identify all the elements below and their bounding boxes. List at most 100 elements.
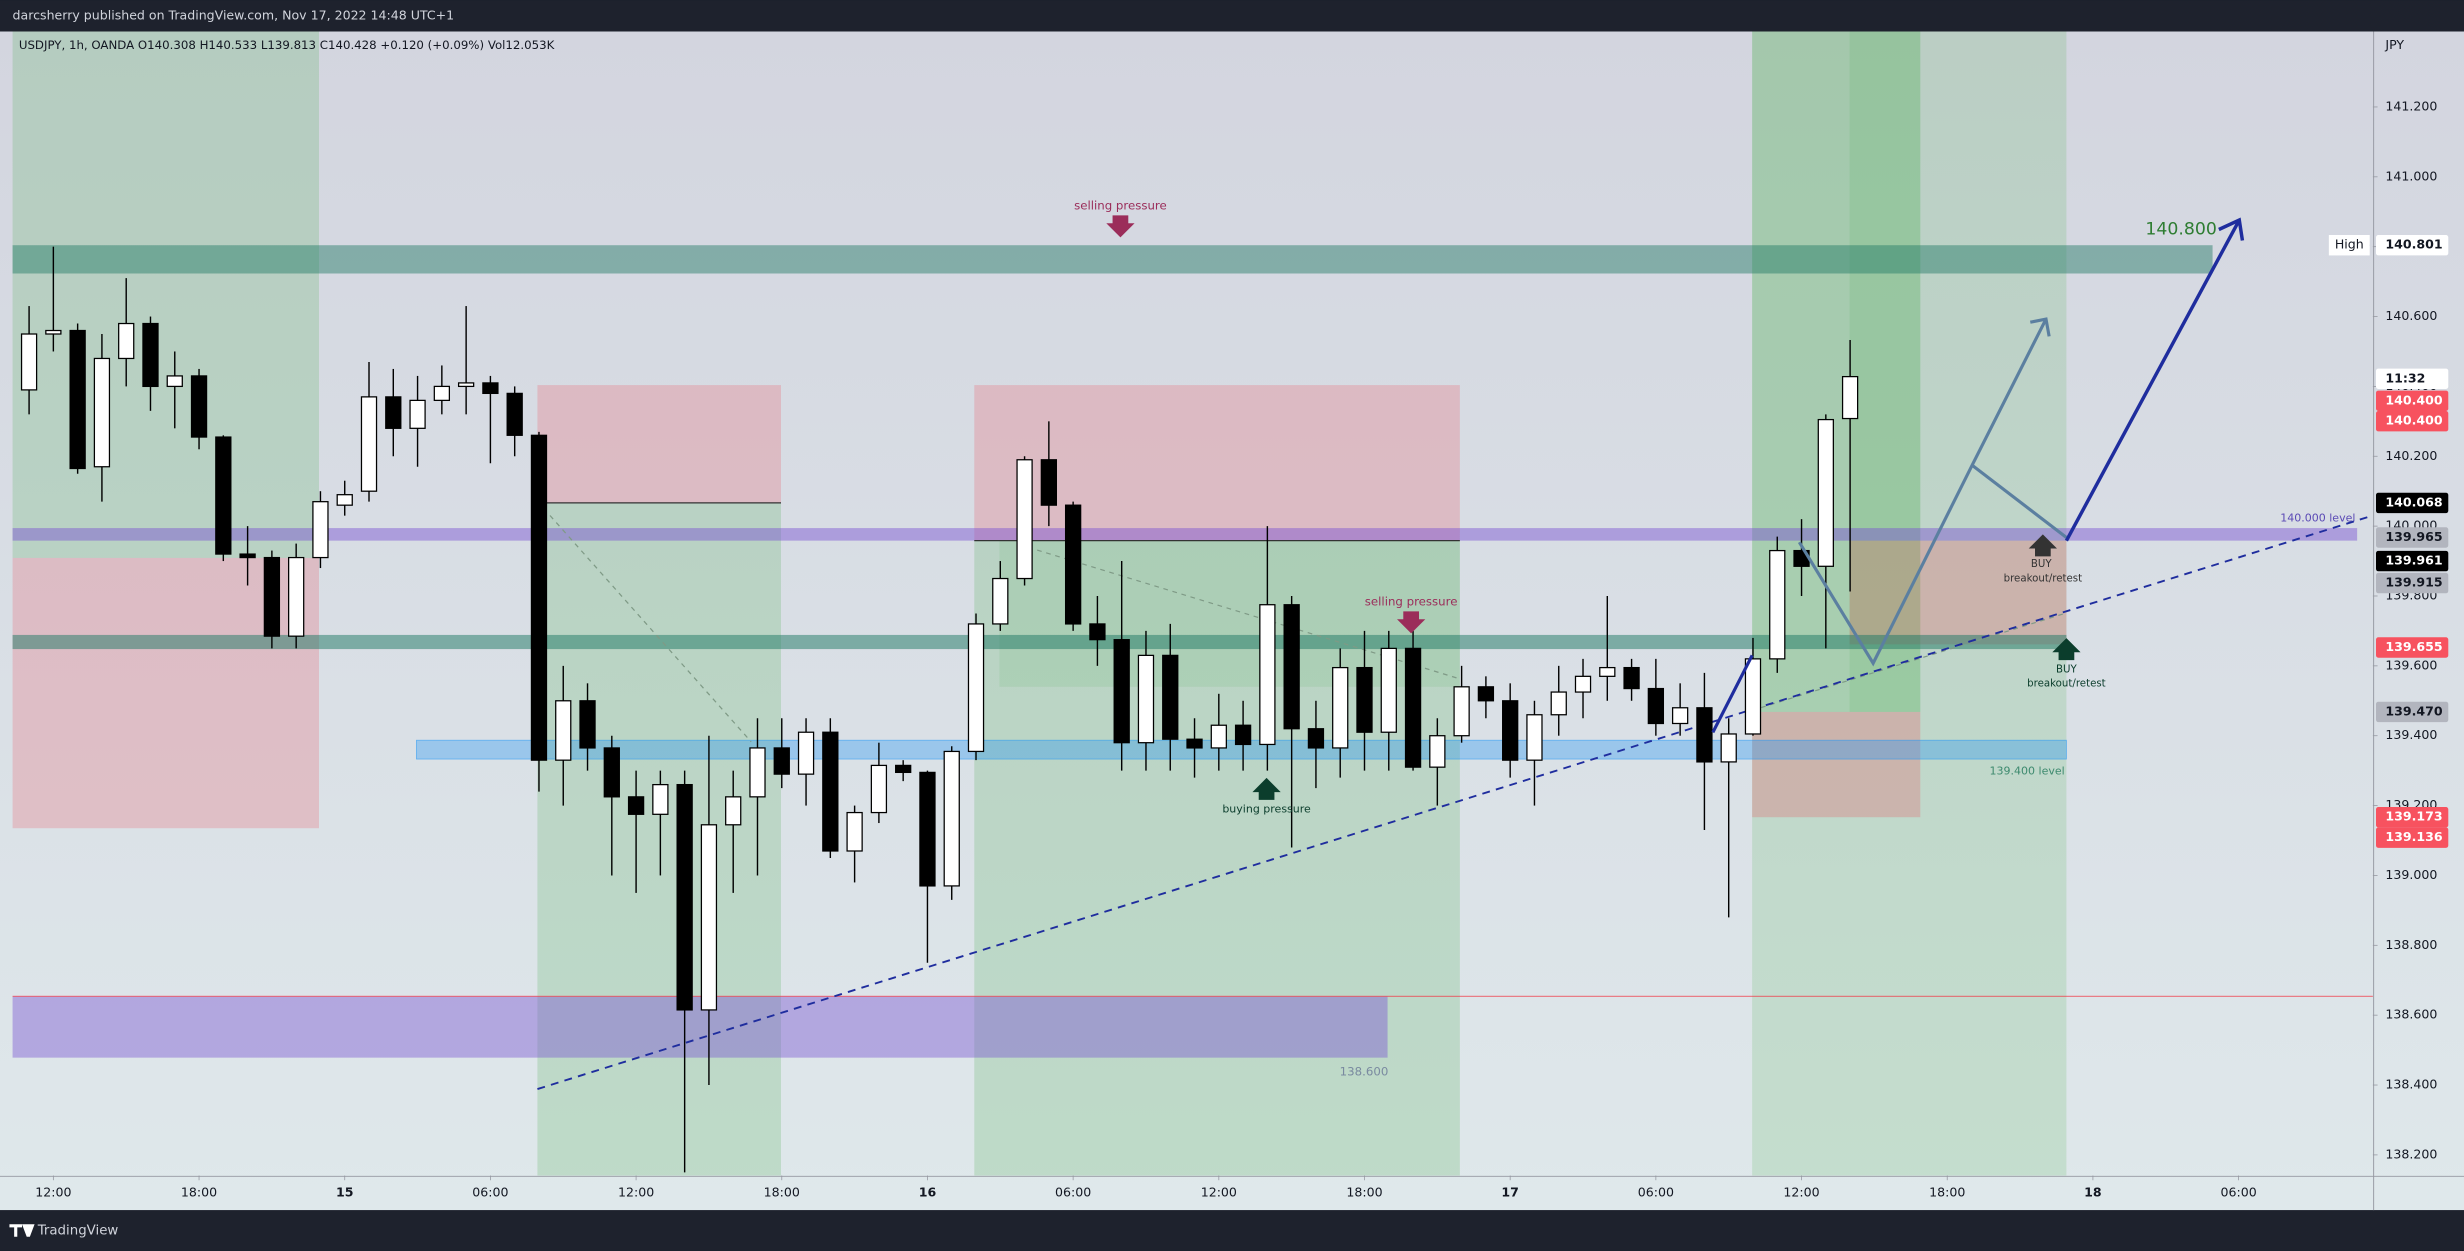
price-tag: [2376, 572, 2449, 594]
candle-body: [992, 577, 1009, 625]
candle-body: [1502, 700, 1519, 761]
price-tag-label: 139.915: [2385, 575, 2442, 590]
candle-body: [1234, 724, 1252, 746]
x-tick-label: 18:00: [1929, 1184, 1965, 1199]
x-tick-label: 06:00: [1638, 1184, 1674, 1199]
candle-body: [93, 357, 111, 468]
candle-body: [555, 700, 572, 761]
candle-body: [1404, 647, 1422, 768]
annotation: 138.600: [1340, 1064, 1389, 1078]
zone: [12, 634, 2067, 650]
header: darcsherry published on TradingView.com,…: [13, 7, 455, 22]
candle-body: [530, 434, 548, 761]
candle-body: [45, 329, 62, 335]
candle-body: [1064, 504, 1082, 625]
annotation: breakout/retest: [2004, 573, 2083, 584]
price-tag: [2376, 550, 2449, 572]
arrows: [1106, 215, 2245, 800]
zone: [537, 385, 781, 503]
candle-body: [1089, 623, 1106, 641]
annotation: selling pressure: [1365, 594, 1458, 608]
candle-body: [895, 764, 912, 774]
arrow-head: [2029, 317, 2051, 337]
candle-body: [1016, 459, 1033, 580]
candle-body: [312, 501, 329, 559]
candle-body: [482, 382, 499, 395]
y-tick-label: 138.200: [2385, 1146, 2437, 1161]
candle-body: [118, 322, 135, 360]
candle-body: [263, 556, 281, 637]
price-tag-label: 139.173: [2385, 809, 2442, 824]
candle-body: [1696, 707, 1713, 763]
candle-body: [1744, 658, 1762, 735]
candle-body: [1769, 549, 1786, 660]
candle-body: [166, 375, 183, 388]
y-tick-label: 141.000: [2385, 168, 2437, 183]
x-tick-label: 12:00: [35, 1184, 71, 1199]
y-tick-label: 141.200: [2385, 98, 2437, 113]
candle-body: [1040, 459, 1058, 506]
candle-body: [627, 796, 645, 815]
price-tag: [2376, 492, 2449, 514]
candle-body: [1307, 728, 1325, 749]
candle-body: [603, 747, 620, 798]
zone: [12, 528, 2358, 541]
path-arrow: [1711, 654, 1754, 734]
path-arrow: [1797, 318, 2048, 667]
y-tick-label: 138.800: [2385, 937, 2437, 952]
x-tick-label: 17: [1501, 1184, 1518, 1199]
candle-body: [1259, 604, 1276, 746]
dashed-line: [1751, 612, 2067, 711]
price-tag: [2376, 527, 2449, 548]
y-tick-label: 139.600: [2385, 657, 2437, 672]
price-tag-label: 139.470: [2385, 703, 2442, 718]
footer: TradingView: [37, 1224, 119, 1239]
annotation: 139.400 level: [1990, 765, 2065, 778]
candle-body: [1671, 707, 1689, 725]
price-tag: [2376, 235, 2449, 256]
candle-body: [1526, 714, 1543, 761]
price-tag: [2376, 637, 2449, 658]
x-tick-label: 06:00: [472, 1184, 508, 1199]
candle-body: [433, 385, 451, 402]
candle-body: [1210, 724, 1227, 749]
candle-body: [700, 824, 718, 1011]
candle-body: [409, 399, 426, 429]
candle-body: [360, 396, 378, 492]
candle-body: [1137, 654, 1155, 744]
logo: [9, 1224, 35, 1237]
candle-body: [215, 436, 232, 555]
candle-body: [1599, 666, 1616, 677]
up-arrow: [2052, 638, 2081, 661]
candle-body: [69, 329, 86, 470]
annotation: High: [2335, 237, 2364, 252]
x-tick-label: 18:00: [764, 1184, 800, 1199]
price-tag: [2376, 390, 2449, 411]
candle-body: [385, 396, 402, 429]
candle-body: [1841, 375, 1859, 420]
candle-body: [1720, 733, 1737, 763]
candle-body: [1186, 738, 1203, 749]
candle-body: [943, 750, 960, 887]
y-tick-label: 138.400: [2385, 1077, 2437, 1092]
candles: [20, 246, 1859, 1173]
candle-body: [725, 796, 742, 826]
candle-body: [506, 392, 523, 436]
annotation: buying pressure: [1222, 802, 1311, 815]
annotation: BUY: [2056, 664, 2077, 675]
price-tag: [2376, 368, 2449, 389]
zone: [12, 31, 319, 558]
zone: [1849, 540, 2067, 645]
zone: [537, 502, 781, 1176]
up-arrow: [1252, 777, 1281, 800]
x-tick-label: 12:00: [618, 1184, 654, 1199]
candle-body: [822, 731, 839, 852]
x-tick-label: 15: [336, 1184, 353, 1199]
labels: USDJPY, 1h, OANDA O140.308 H140.533 L139…: [19, 37, 2449, 1199]
y-tick-label: 138.600: [2385, 1007, 2437, 1022]
price-tag-label: 140.068: [2385, 494, 2442, 509]
symbol-legend: USDJPY, 1h, OANDA O140.308 H140.533 L139…: [19, 38, 555, 52]
candle-body: [1817, 418, 1834, 567]
x-tick-label: 12:00: [1783, 1184, 1819, 1199]
